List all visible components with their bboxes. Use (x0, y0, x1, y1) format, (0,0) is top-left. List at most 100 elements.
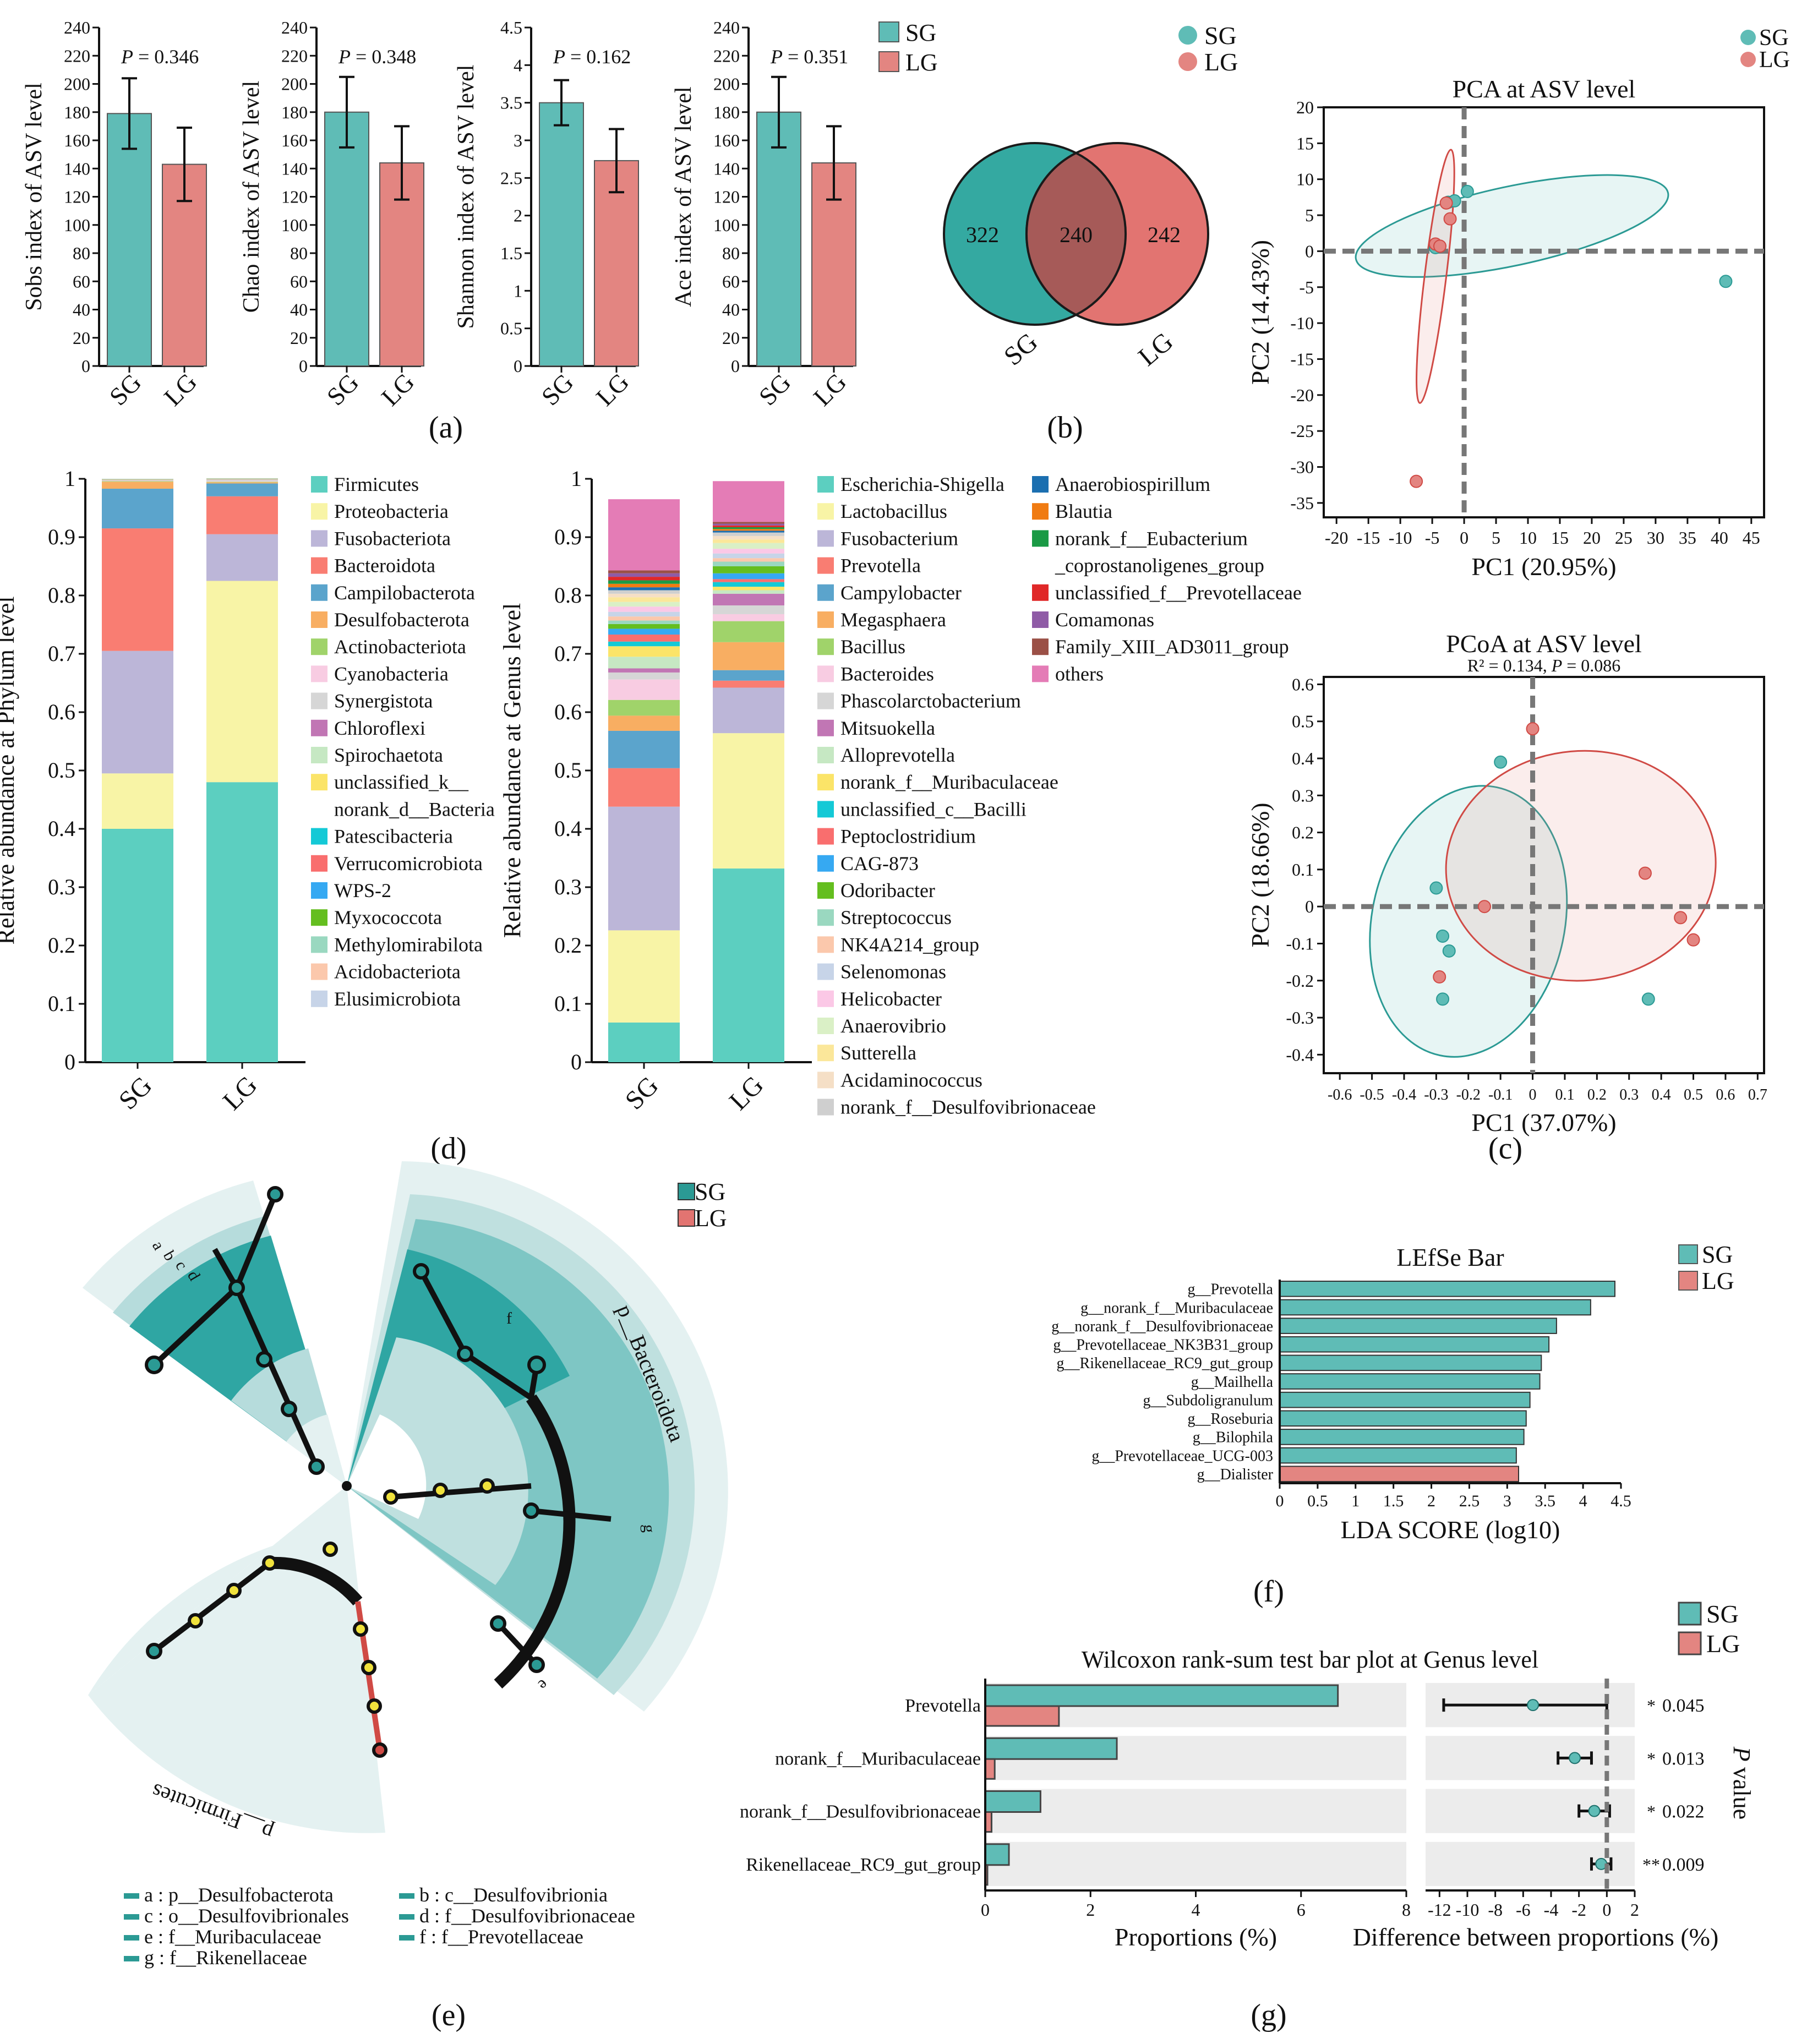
alpha-legend: SG LG (878, 19, 938, 76)
clade-node (413, 1263, 429, 1280)
legend-swatch (1032, 530, 1049, 547)
panel-label-e: (e) (432, 1998, 466, 2032)
phylum-chart: 0 0.1 0.2 0.3 0.4 0.5 0.6 0.7 0.8 0.9 1 Relative ab… (0, 466, 495, 1116)
y-tick-label: 0.7 (554, 641, 582, 666)
stack-segment (608, 590, 680, 594)
y-tick-label: 4.5 (500, 18, 522, 37)
x-tick-label: -10 (1456, 1900, 1480, 1920)
y-tick-label: 60 (722, 271, 740, 291)
legend-label: Campilobacterota (334, 582, 475, 604)
clade-key-swatch (124, 1956, 139, 1961)
x-axis-label: Proportions (%) (1115, 1923, 1277, 1951)
legend-label: Family_XIII_AD3011_group (1055, 636, 1289, 658)
p-value-axis-label: P value (1728, 1746, 1755, 1819)
legend-swatch (817, 1072, 834, 1089)
legend-swatch (817, 774, 834, 791)
p-value: 0.009 (1662, 1855, 1705, 1875)
p-value: 0.045 (1662, 1696, 1705, 1716)
y-tick-label: 20 (290, 328, 308, 348)
clade-legend-label-lg: LG (695, 1205, 727, 1232)
clade-key-swatch (399, 1935, 414, 1941)
clade-sector-firmicutes (88, 1486, 385, 1833)
stack-segment (608, 587, 680, 591)
x-tick-label: 0 (1602, 1900, 1611, 1920)
legend-swatch (311, 557, 327, 574)
stack-segment (608, 930, 680, 1023)
y-tick-label: 180 (281, 102, 308, 122)
x-tick-label: 0.3 (1619, 1086, 1639, 1103)
x-axis-label: LDA SCORE (log10) (1341, 1516, 1560, 1544)
category-label: norank_f__Desulfovibrionaceae (740, 1802, 981, 1822)
clade-node (262, 1555, 277, 1571)
legend-swatch (311, 990, 327, 1007)
y-axis-label: PC2 (18.66%) (1246, 802, 1274, 947)
x-tick-label: -6 (1516, 1900, 1531, 1920)
y-tick-label: 0.8 (48, 583, 75, 608)
y-tick-label: 240 (64, 18, 90, 37)
x-tick-label: 45 (1743, 528, 1760, 548)
stack-segment (713, 579, 784, 582)
point-sg (1719, 275, 1733, 288)
chart-subtitle: R² = 0.134, P = 0.086 (1467, 655, 1621, 675)
y-tick-label: 20 (722, 328, 740, 348)
legend-label: Escherichia-Shigella (840, 473, 1005, 495)
x-tick-label: SG (321, 368, 364, 411)
x-tick-label: 5 (1492, 528, 1500, 548)
legend-label: Desulfobacterota (334, 609, 470, 631)
stack-segment (608, 657, 680, 669)
clade-node (145, 1356, 163, 1374)
legend-swatch-sg (1678, 1602, 1702, 1626)
x-tick-label: SG (754, 368, 796, 411)
row-background (985, 1841, 1406, 1886)
legend-swatch (1032, 665, 1049, 682)
clade-branch-b5 (531, 1508, 612, 1522)
y-tick-label: 40 (290, 300, 308, 320)
y-tick-label: 4 (514, 55, 522, 75)
x-tick-label: 0.7 (1748, 1086, 1767, 1103)
stack-segment (608, 580, 680, 584)
legend-swatch (817, 530, 834, 547)
venn-only-lg: 242 (1148, 222, 1181, 247)
clade-nodes (145, 1186, 546, 1758)
chart-title: PCoA at ASV level (1446, 630, 1642, 658)
legend-swatch (311, 665, 327, 682)
legend-label: norank_f__Desulfovibrionaceae (840, 1096, 1096, 1118)
legend-label: Odoribacter (840, 879, 935, 901)
legend-label: Chloroflexi (334, 717, 425, 739)
cladogram: SG LG (83, 1161, 728, 2032)
y-tick-label: 0 (1305, 897, 1314, 916)
legend-swatch (311, 828, 327, 845)
alpha-chart-sobs: 0 20 40 60 80 100 120 140 160 180 200 220 240 Sobs in… (21, 18, 207, 411)
legend-swatch-sg (1678, 1244, 1698, 1264)
clade-branch-b6 (496, 1621, 539, 1667)
stack-segment (608, 597, 680, 602)
lefse-bar (1279, 1373, 1541, 1390)
clade-key-c: c : o__Desulfovibrionales (144, 1905, 349, 1927)
stack-segment (713, 529, 784, 531)
y-axis-label: Sobs index of ASV level (21, 83, 47, 311)
y-tick-label: 60 (290, 271, 308, 291)
legend-label: Bacillus (840, 636, 905, 658)
legend-swatch (817, 882, 834, 899)
legend-dot-lg (1740, 52, 1756, 67)
legend-label: Elusimicrobiota (334, 988, 461, 1010)
stack-segment (608, 646, 680, 657)
y-tick-label: 140 (281, 159, 308, 178)
point-lg (1433, 970, 1446, 984)
stack-segment (206, 482, 278, 484)
pca-chart: PCA at ASV level -20 -15 -10 -5 0 5 10 15 20 25 30 3… (1246, 25, 1790, 581)
x-axis-label: PC1 (37.07%) (1471, 1108, 1616, 1136)
stack-segment (102, 773, 173, 829)
legend-swatch (817, 747, 834, 763)
legend-label: Comamonas (1055, 609, 1154, 631)
clade-node (267, 1186, 283, 1203)
legend-label: Actinobacteriota (334, 636, 466, 658)
clade-node-label-e: e (534, 1676, 553, 1694)
row-background (985, 1789, 1406, 1833)
legend-label: Verrucomicrobiota (334, 852, 483, 875)
y-tick-label: -35 (1290, 493, 1314, 513)
legend-label-sg: SG (1706, 1600, 1739, 1628)
legend-swatch (1032, 584, 1049, 601)
alpha-chart-ace: 0 20 40 60 80 100 120 140 160 180 200 220 240 Ace ind… (671, 18, 856, 411)
